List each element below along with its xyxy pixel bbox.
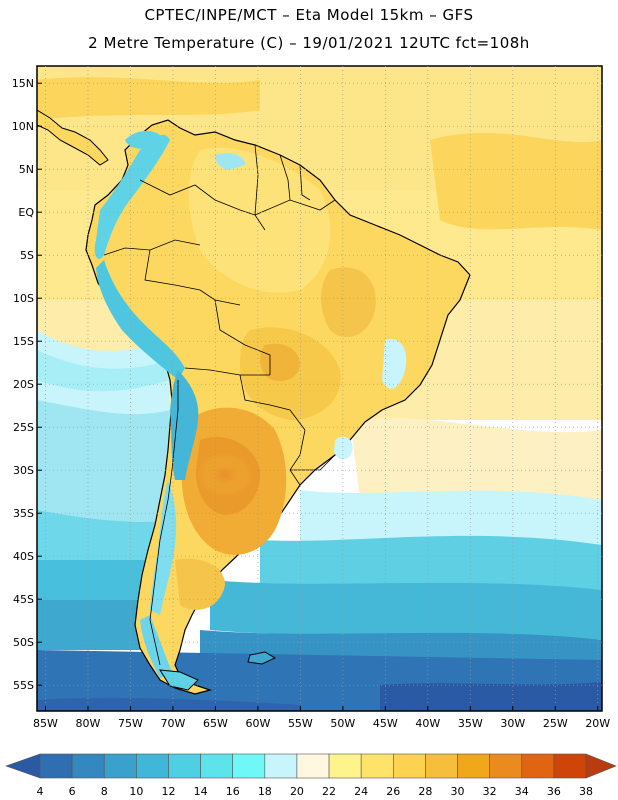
- y-tick-label: 10N: [12, 120, 34, 133]
- colorbar-swatch: [200, 753, 234, 779]
- colorbar-label: 18: [258, 785, 272, 798]
- y-tick-label: 35S: [13, 507, 34, 520]
- longitude-axis: 85W 80W 75W 70W 65W 60W 55W 50W 45W 40W 35W 30W 25W 2…: [33, 706, 610, 730]
- x-tick-label: 20W: [585, 717, 610, 730]
- colorbar-label: 38: [579, 785, 593, 798]
- y-tick-label: 15N: [12, 77, 34, 90]
- colorbar-label: 32: [483, 785, 497, 798]
- x-tick-label: 50W: [330, 717, 355, 730]
- colorbar-swatch: [521, 753, 555, 779]
- colorbar-high-arrow: [585, 753, 617, 779]
- colorbar-label: 6: [69, 785, 76, 798]
- colorbar-label: 24: [354, 785, 368, 798]
- chart-title-line2: 2 Metre Temperature (C) – 19/01/2021 12U…: [88, 34, 530, 52]
- colorbar-label: 14: [194, 785, 208, 798]
- latitude-axis: 15N 10N 5N EQ 5S 10S 15S 20S 25S 30S 35S 40S 45S 50S 5…: [12, 77, 42, 692]
- colorbar-swatch: [392, 753, 426, 779]
- y-tick-label: 40S: [13, 550, 34, 563]
- colorbar-label: 34: [515, 785, 529, 798]
- y-tick-label: 25S: [13, 421, 34, 434]
- colorbar-label: 20: [290, 785, 304, 798]
- chart-title-line1: CPTEC/INPE/MCT – Eta Model 15km – GFS: [144, 6, 474, 24]
- colorbar-swatch: [425, 753, 458, 779]
- colorbar-label: 30: [451, 785, 465, 798]
- colorbar-swatch: [328, 753, 362, 779]
- x-tick-label: 85W: [33, 717, 58, 730]
- y-tick-label: 15S: [13, 335, 34, 348]
- colorbar-swatch: [296, 753, 330, 779]
- x-tick-label: 80W: [76, 717, 101, 730]
- y-tick-label: 45S: [13, 593, 34, 606]
- x-tick-label: 65W: [203, 717, 228, 730]
- colorbar-label: 10: [129, 785, 143, 798]
- colorbar-swatch: [360, 753, 394, 779]
- y-tick-label: EQ: [18, 206, 34, 219]
- map-frame: [36, 65, 603, 712]
- colorbar-swatch: [553, 753, 587, 779]
- x-tick-label: 40W: [415, 717, 440, 730]
- colorbar-swatch: [489, 753, 523, 779]
- colorbar-label: 4: [37, 785, 44, 798]
- x-tick-label: 30W: [500, 717, 525, 730]
- colorbar-swatch: [136, 753, 169, 779]
- y-tick-label: 55S: [13, 679, 34, 692]
- country-borders: [103, 144, 336, 666]
- colorbar-label: 12: [161, 785, 175, 798]
- colorbar-label: 36: [547, 785, 561, 798]
- colorbar-low-arrow: [5, 753, 41, 779]
- temperature-field: [37, 66, 602, 711]
- colorbar-label: 26: [386, 785, 400, 798]
- colorbar-swatch: [457, 753, 490, 779]
- x-tick-label: 35W: [458, 717, 483, 730]
- colorbar-label: 16: [226, 785, 240, 798]
- colorbar-label: 8: [101, 785, 108, 798]
- y-tick-label: 30S: [13, 464, 34, 477]
- y-tick-label: 10S: [13, 292, 34, 305]
- y-tick-label: 50S: [13, 636, 34, 649]
- colorbar-label: 28: [418, 785, 432, 798]
- colorbar-swatch: [168, 753, 201, 779]
- y-tick-label: 5S: [20, 249, 34, 262]
- colorbar-swatch: [71, 753, 105, 779]
- colorbar: 4 6 8 10 12 14 16 18 20 22 24 26 28 30 32 34 36 38: [5, 753, 617, 798]
- x-tick-label: 60W: [245, 717, 270, 730]
- colorbar-swatch: [264, 753, 298, 779]
- colorbar-swatch: [103, 753, 137, 779]
- colorbar-swatch: [39, 753, 73, 779]
- colorbar-label: 22: [322, 785, 336, 798]
- x-tick-label: 75W: [118, 717, 143, 730]
- x-tick-label: 70W: [161, 717, 186, 730]
- y-tick-label: 5N: [19, 163, 34, 176]
- colorbar-swatch: [232, 753, 266, 779]
- y-tick-label: 20S: [13, 378, 34, 391]
- x-tick-label: 45W: [373, 717, 398, 730]
- x-tick-label: 55W: [288, 717, 313, 730]
- x-tick-label: 25W: [543, 717, 568, 730]
